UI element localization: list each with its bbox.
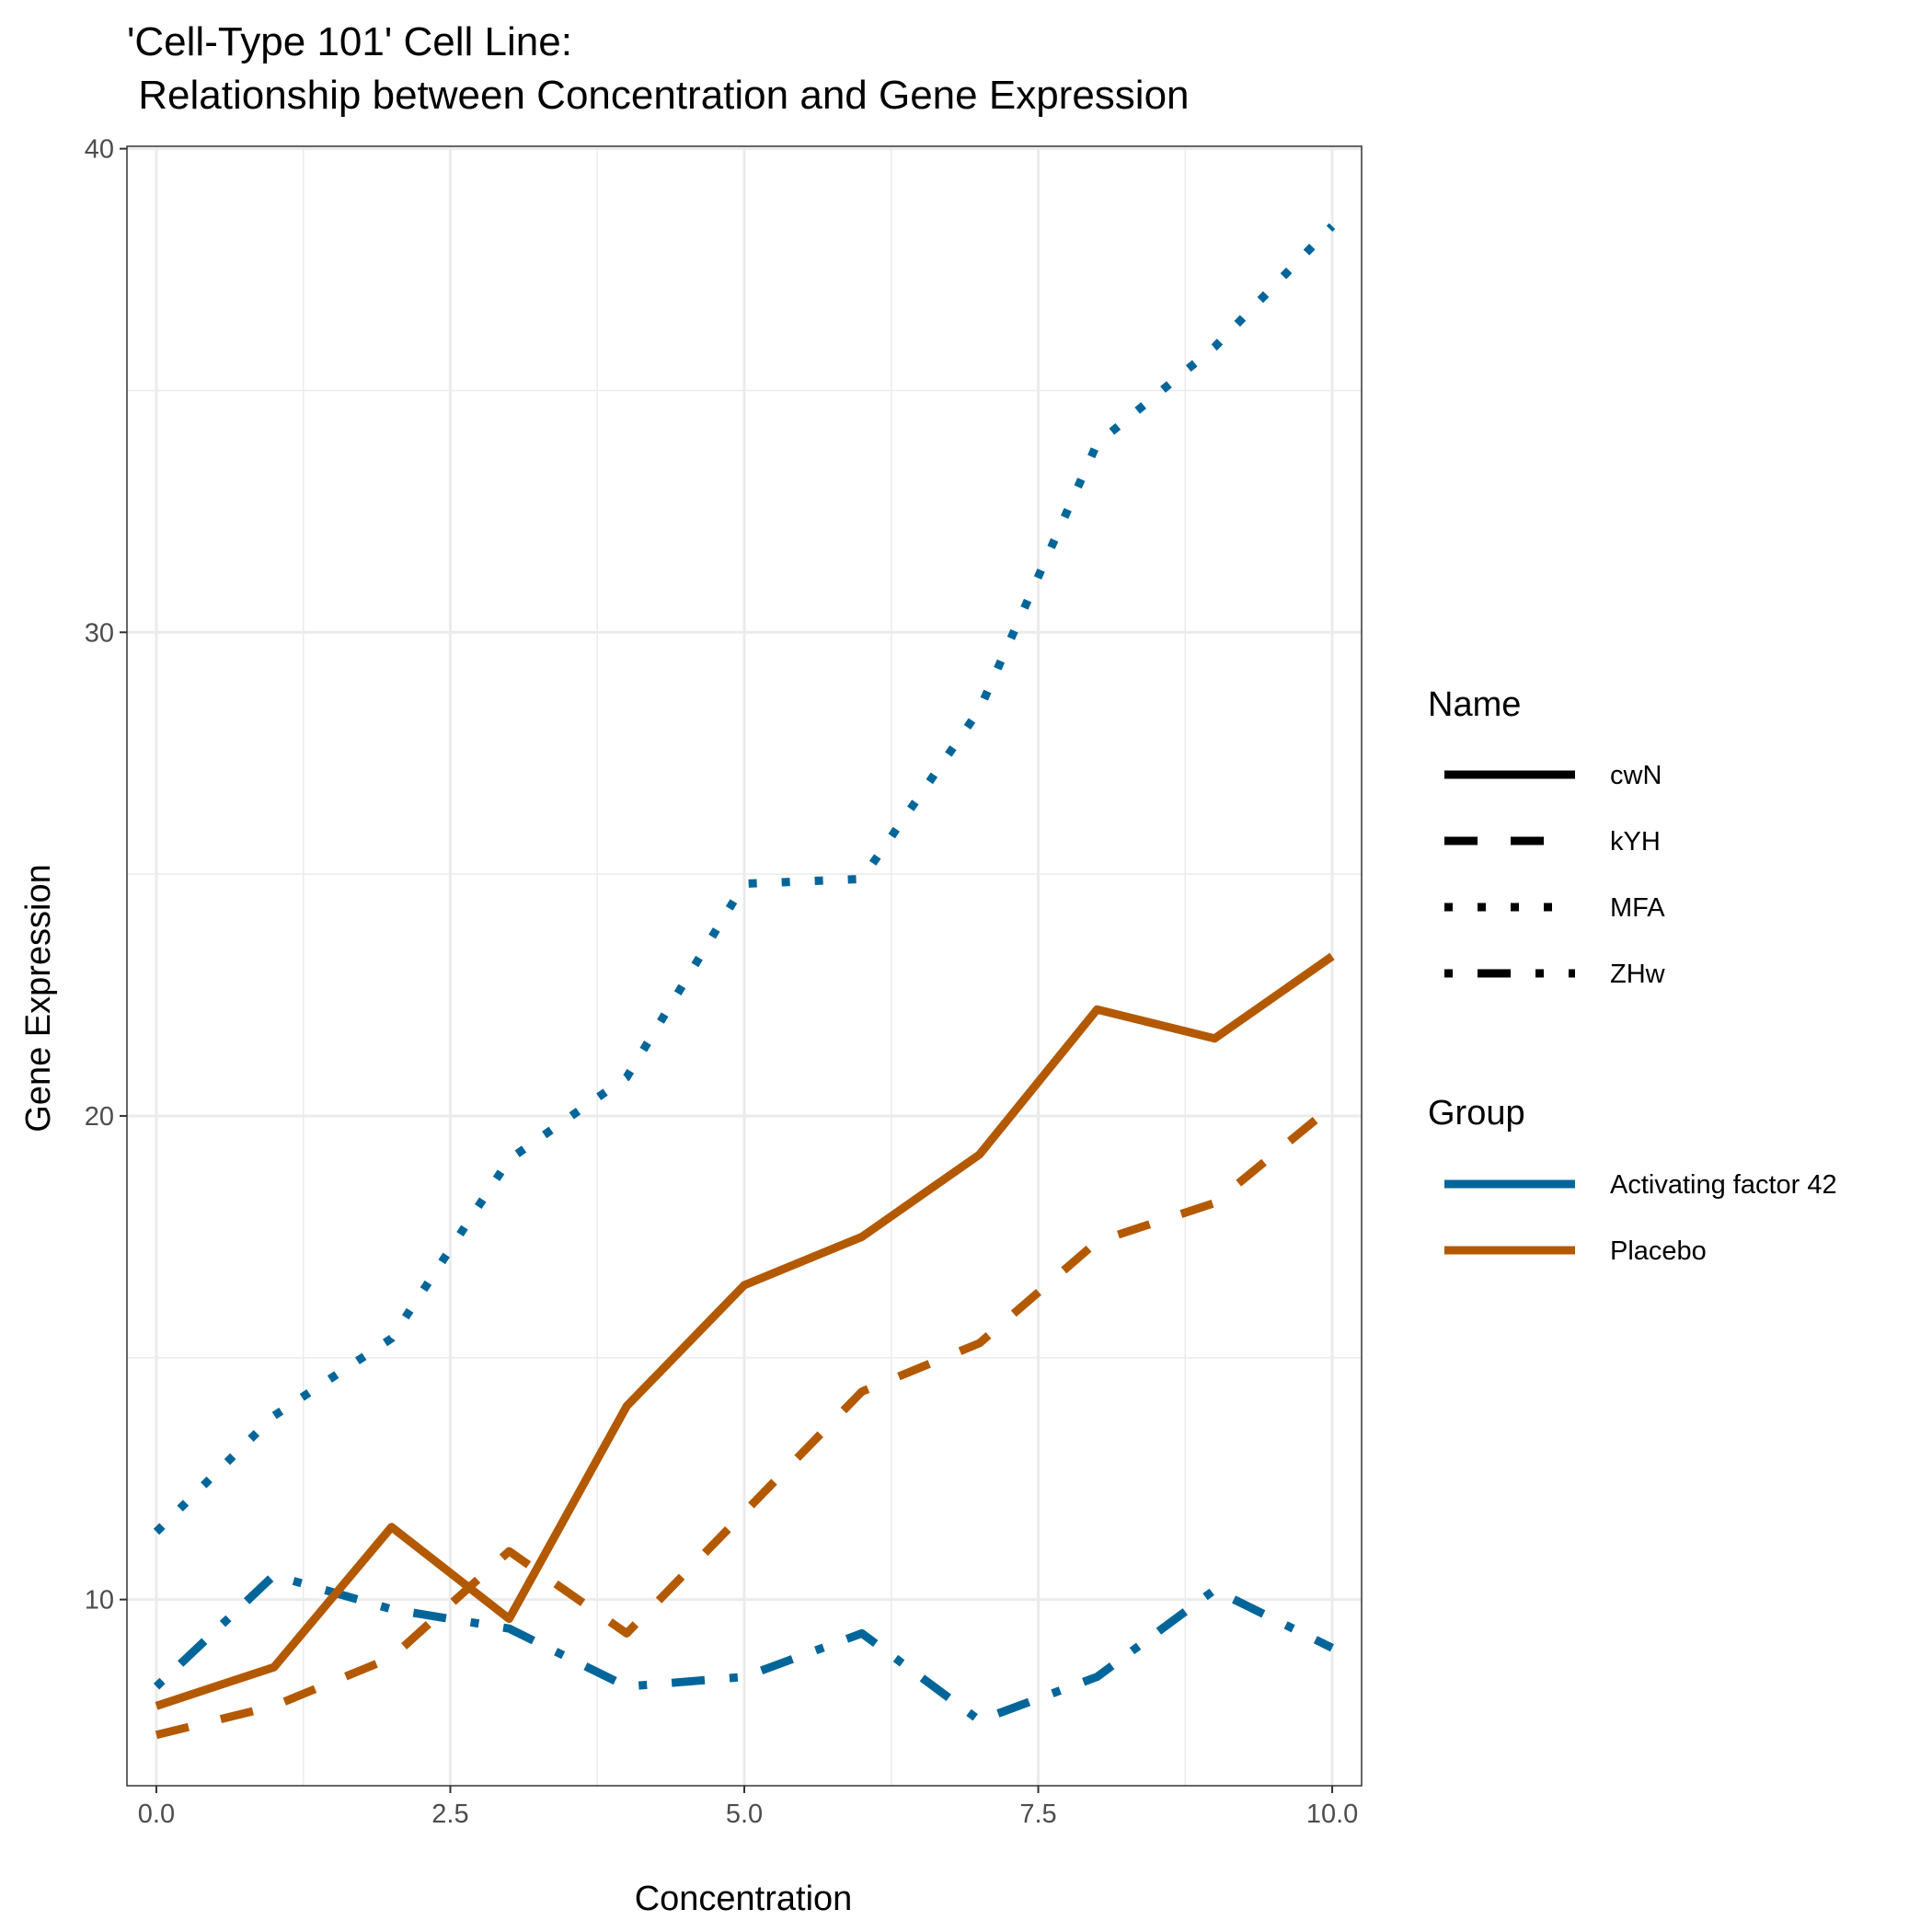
legend: Name cwN kYH MFA ZHw Group Activating facto… bbox=[1428, 685, 1837, 1266]
legend-label-kyh: kYH bbox=[1610, 827, 1661, 857]
x-tick-label: 7.5 bbox=[1019, 1800, 1056, 1829]
y-tick-label: 40 bbox=[85, 135, 114, 165]
y-axis-title: Gene Expression bbox=[19, 864, 58, 1133]
x-tick-label: 2.5 bbox=[431, 1800, 468, 1829]
legend-groups: Activating factor 42 Placebo bbox=[1444, 1170, 1837, 1266]
y-tick-label: 30 bbox=[85, 618, 114, 648]
y-axis: 10 20 30 40 bbox=[85, 135, 127, 1616]
x-tick-label: 0.0 bbox=[138, 1800, 175, 1829]
chart-title-line1: 'Cell-Type 101' Cell Line: bbox=[127, 19, 572, 64]
chart-title-line2: Relationship between Concentration and G… bbox=[127, 73, 1190, 118]
legend-label-mfa: MFA bbox=[1610, 893, 1665, 923]
x-tick-label: 10.0 bbox=[1306, 1800, 1358, 1829]
legend-label-cwn: cwN bbox=[1610, 761, 1662, 790]
legend-name-title: Name bbox=[1428, 685, 1521, 724]
legend-group-title: Group bbox=[1428, 1094, 1525, 1133]
x-axis: 0.0 2.5 5.0 7.5 10.0 bbox=[138, 1786, 1358, 1829]
y-tick-label: 10 bbox=[85, 1586, 114, 1616]
legend-names: cwN kYH MFA ZHw bbox=[1444, 761, 1666, 989]
y-tick-label: 20 bbox=[85, 1102, 114, 1132]
legend-label-group-1: Placebo bbox=[1610, 1236, 1707, 1266]
series-line-cwn bbox=[155, 952, 1335, 1710]
series-line-kyh bbox=[155, 1102, 1335, 1740]
legend-label-zhw: ZHw bbox=[1610, 960, 1666, 989]
x-axis-title: Concentration bbox=[635, 1880, 853, 1918]
grid-major bbox=[127, 146, 1362, 1786]
series-line-zhw bbox=[153, 1570, 1334, 1725]
series-layer bbox=[153, 223, 1336, 1740]
x-tick-label: 5.0 bbox=[726, 1800, 763, 1829]
legend-label-group-0: Activating factor 42 bbox=[1610, 1170, 1837, 1200]
